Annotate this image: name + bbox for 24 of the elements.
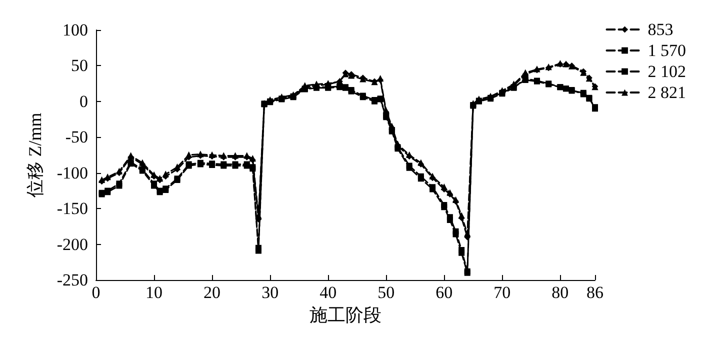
x-tick-label: 50 bbox=[378, 283, 395, 302]
x-tick-label: 0 bbox=[92, 283, 100, 302]
legend-label: 1 570 bbox=[648, 41, 686, 60]
x-tick-label: 70 bbox=[494, 283, 511, 302]
y-tick-label: -100 bbox=[56, 163, 88, 182]
y-tick-label: -150 bbox=[56, 199, 88, 218]
y-tick-label: 50 bbox=[71, 56, 88, 76]
x-tick-label: 30 bbox=[262, 283, 279, 302]
x-tick-label: 10 bbox=[146, 283, 163, 302]
legend-label: 853 bbox=[648, 20, 674, 39]
y-tick-label: 0 bbox=[80, 92, 88, 111]
y-axis-title: 位移 Z/mm bbox=[25, 112, 45, 198]
legend-label: 2 102 bbox=[648, 62, 686, 81]
x-axis-title: 施工阶段 bbox=[310, 304, 382, 325]
y-tick-label: 100 bbox=[62, 20, 88, 40]
x-tick-label: 60 bbox=[436, 283, 453, 302]
y-tick-label: -50 bbox=[65, 128, 88, 147]
y-tick-label: -250 bbox=[56, 270, 88, 290]
x-tick-label: 86 bbox=[586, 283, 604, 302]
legend-label: 2 821 bbox=[648, 83, 686, 102]
y-tick-label: -200 bbox=[56, 234, 88, 254]
x-tick-label: 80 bbox=[552, 283, 569, 302]
x-tick-label: 20 bbox=[204, 283, 221, 302]
x-tick-label: 40 bbox=[320, 283, 337, 302]
